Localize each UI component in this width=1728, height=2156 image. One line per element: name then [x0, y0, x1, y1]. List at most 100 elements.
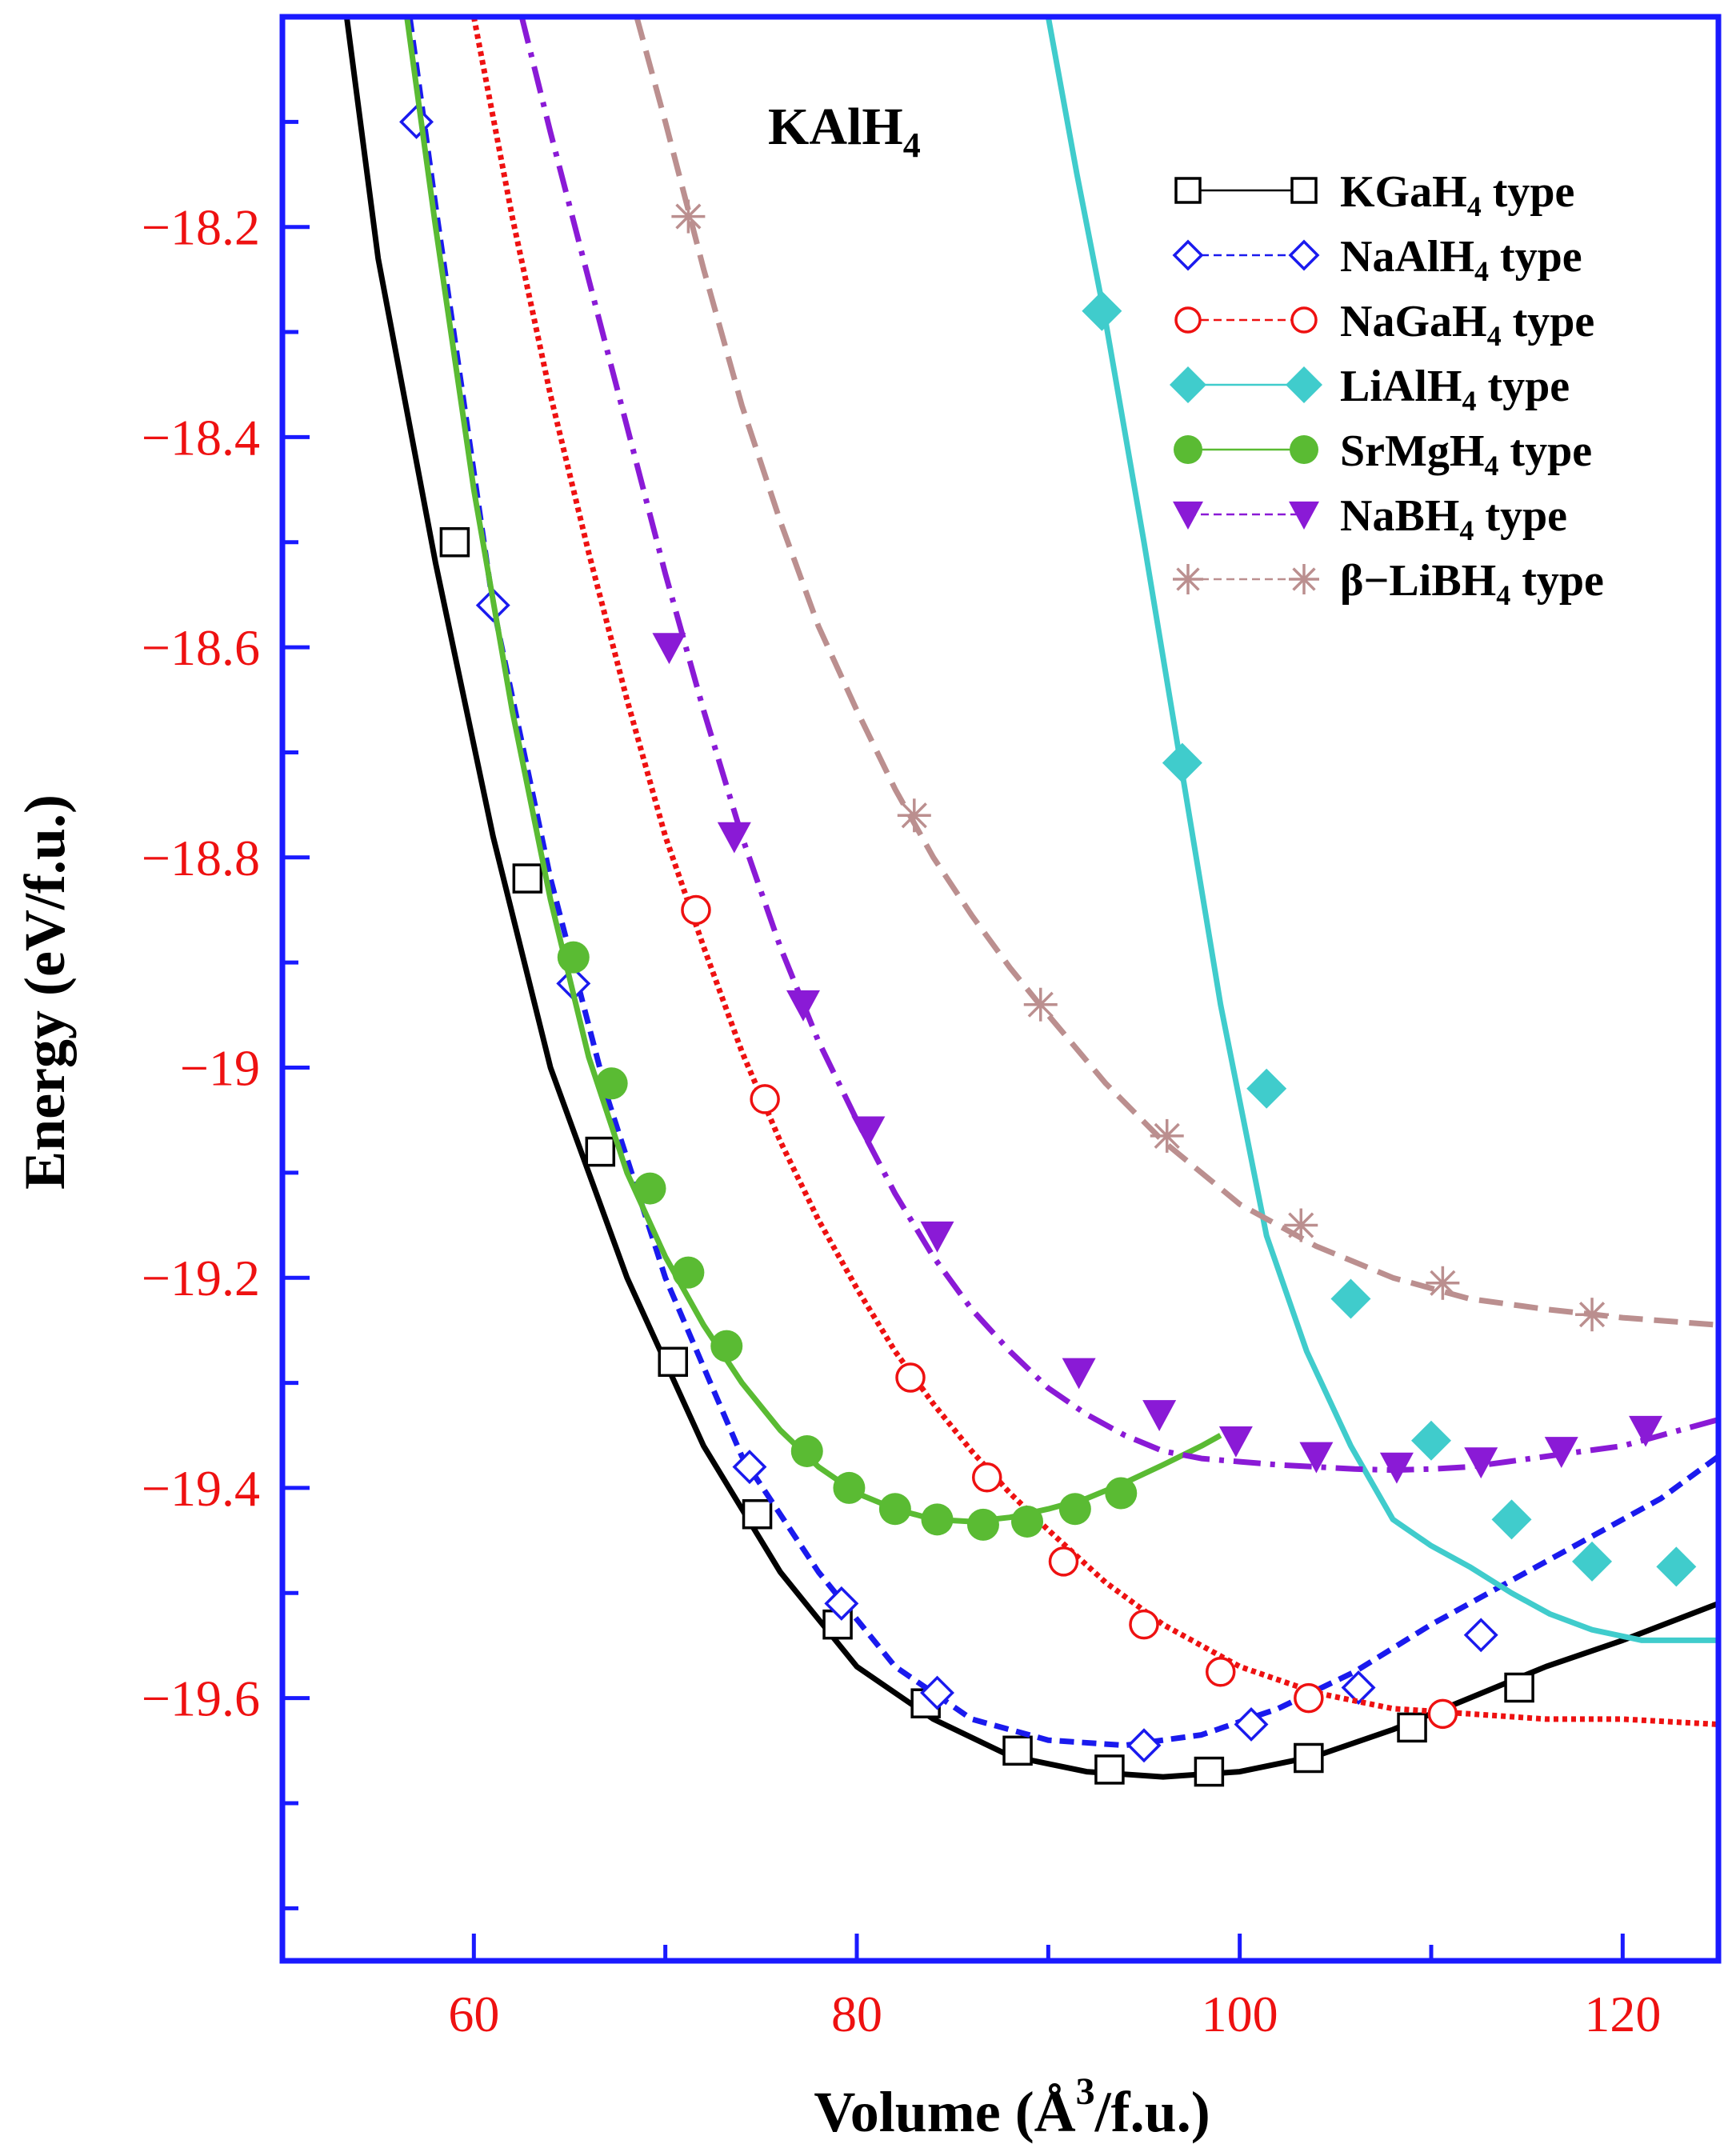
legend-marker — [1288, 239, 1320, 271]
y-tick-label: −18.2 — [142, 199, 260, 256]
data-point — [1284, 1208, 1318, 1242]
y-tick-label: −18.4 — [142, 409, 260, 466]
data-point — [786, 990, 820, 1022]
data-point — [1194, 1756, 1225, 1787]
legend-item: NaBH4 type — [1173, 491, 1567, 546]
data-point — [824, 1586, 859, 1621]
legend-marker — [1174, 177, 1202, 204]
data-point — [971, 1462, 1002, 1493]
data-point — [878, 1493, 911, 1526]
data-point — [851, 1116, 886, 1148]
data-point — [732, 1450, 767, 1485]
chart-title: KAlH4 — [768, 98, 921, 165]
x-tick-label: 120 — [1584, 1986, 1661, 2042]
data-point — [1246, 1068, 1287, 1109]
data-point — [1234, 1706, 1269, 1742]
legend-label: NaGaH4 type — [1340, 297, 1594, 352]
data-point — [1397, 1712, 1427, 1743]
legend-item: KGaH4 type — [1174, 167, 1574, 222]
legend-marker — [1289, 501, 1319, 530]
data-point — [1082, 290, 1122, 331]
legend-item: SrMgH4 type — [1174, 426, 1592, 482]
legend-marker — [1290, 177, 1318, 204]
data-point — [1105, 1477, 1138, 1510]
data-point — [833, 1471, 866, 1504]
series-3 — [470, 17, 1718, 1730]
legend-marker — [1290, 435, 1318, 464]
legend-marker — [1290, 306, 1318, 334]
data-point — [1491, 1499, 1532, 1540]
y-tick-label: −18.6 — [142, 619, 260, 676]
data-point — [1629, 1415, 1663, 1447]
data-point — [1218, 1426, 1253, 1458]
legend-label: NaAlH4 type — [1340, 232, 1582, 287]
data-point — [1427, 1698, 1458, 1730]
legend-item: NaAlH4 type — [1172, 232, 1582, 287]
series-layer — [343, 17, 1718, 1787]
series-7 — [634, 17, 1718, 1332]
series-line — [406, 17, 1718, 1749]
data-point — [658, 1346, 688, 1378]
data-point — [920, 1675, 954, 1710]
data-point — [1205, 1657, 1236, 1687]
data-point — [742, 1499, 773, 1530]
data-point — [1426, 1266, 1460, 1300]
data-point — [652, 633, 686, 665]
data-point — [1058, 1493, 1091, 1526]
data-point — [1411, 1420, 1451, 1461]
plot-frame — [279, 14, 1722, 1964]
y-tick-label: −19 — [180, 1040, 260, 1097]
legend-marker — [1170, 366, 1206, 403]
data-point — [1341, 1670, 1376, 1705]
data-point — [1094, 1754, 1125, 1785]
series-line — [1045, 17, 1718, 1643]
legend-marker — [1173, 564, 1203, 594]
data-point — [1294, 1742, 1324, 1774]
series-6 — [518, 17, 1718, 1484]
data-point — [585, 1136, 616, 1167]
y-tick-label: −19.4 — [142, 1460, 260, 1517]
data-point — [1162, 742, 1202, 783]
data-point — [1572, 1541, 1613, 1582]
data-point — [595, 1067, 628, 1100]
data-point — [966, 1508, 999, 1541]
data-point — [1142, 1400, 1177, 1431]
data-point — [681, 894, 711, 926]
data-point — [921, 1503, 954, 1536]
legend-label: NaBH4 type — [1340, 491, 1567, 546]
data-point — [1299, 1442, 1334, 1474]
data-point — [710, 1330, 743, 1362]
legend-marker — [1172, 239, 1204, 271]
series-line — [470, 17, 1718, 1727]
data-point — [1379, 1452, 1414, 1484]
x-tick-label: 80 — [831, 1986, 882, 2042]
data-point — [1656, 1546, 1697, 1587]
data-point — [1463, 1618, 1498, 1653]
x-tick-label: 100 — [1202, 1986, 1278, 2042]
data-point — [1129, 1609, 1159, 1640]
legend-marker — [1289, 564, 1319, 594]
y-tick-label: −19.6 — [142, 1670, 260, 1727]
series-line — [634, 17, 1718, 1328]
legend-marker — [1173, 501, 1203, 530]
data-point — [557, 941, 590, 974]
data-point — [897, 798, 931, 833]
series-4 — [1045, 17, 1718, 1643]
data-point — [920, 1221, 954, 1253]
data-point — [1504, 1672, 1534, 1703]
data-point — [1126, 1728, 1162, 1763]
legend-item: NaGaH4 type — [1174, 297, 1594, 352]
data-point — [750, 1084, 780, 1114]
legend-item: β−LiBH4 type — [1173, 556, 1604, 611]
data-point — [790, 1434, 823, 1467]
data-point — [671, 199, 706, 234]
series-line — [343, 17, 1718, 1780]
legend: KGaH4 type NaAlH4 type NaGaH4 type LiAlH4 t… — [1170, 167, 1604, 611]
data-point — [1575, 1298, 1610, 1332]
data-point — [1150, 1118, 1184, 1153]
series-line — [518, 17, 1718, 1474]
data-point — [1011, 1505, 1044, 1538]
data-point — [439, 527, 470, 558]
series-1 — [343, 17, 1718, 1787]
